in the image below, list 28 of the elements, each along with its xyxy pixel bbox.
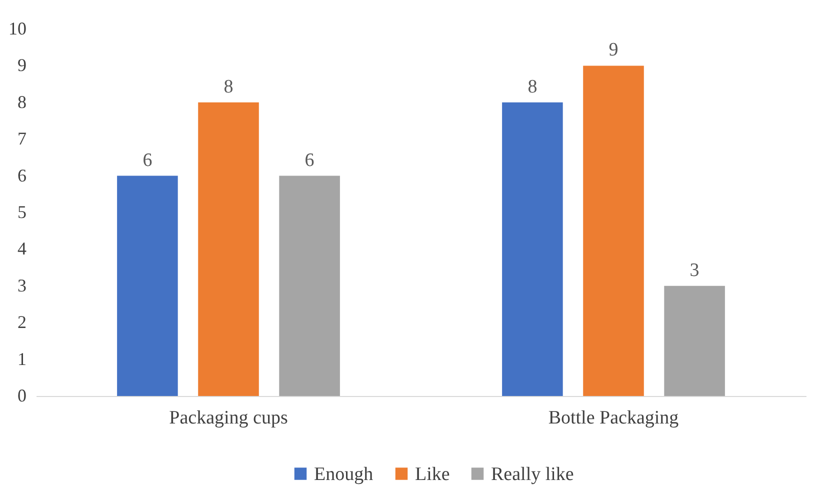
y-tick-label: 5 (18, 202, 26, 222)
y-tick-label: 8 (18, 92, 26, 112)
legend-label: Like (415, 464, 450, 485)
y-tick-label: 6 (18, 165, 26, 186)
data-label: 8 (224, 76, 234, 98)
y-tick-label: 4 (18, 238, 26, 259)
bar (664, 286, 725, 396)
bar (117, 176, 178, 396)
y-tick-label: 9 (18, 55, 26, 76)
x-tick-label: Packaging cups (169, 408, 288, 428)
bar (279, 176, 340, 396)
y-tick-label: 7 (18, 128, 26, 149)
bar (583, 66, 644, 396)
data-label: 6 (304, 150, 314, 171)
x-tick-label: Bottle Packaging (548, 408, 680, 428)
data-label: 6 (142, 150, 152, 171)
data-label: 3 (690, 260, 700, 281)
y-tick-label: 0 (18, 386, 26, 406)
y-tick-label: 3 (18, 275, 26, 296)
y-tick-label: 10 (8, 18, 26, 38)
bar (198, 102, 259, 396)
y-tick-label: 2 (18, 312, 26, 332)
data-label: 9 (608, 40, 618, 61)
bar (502, 102, 563, 396)
legend-label: Really like (491, 464, 574, 485)
legend-label: Enough (314, 464, 374, 485)
y-tick-label: 1 (18, 348, 26, 369)
data-label: 8 (528, 76, 538, 98)
